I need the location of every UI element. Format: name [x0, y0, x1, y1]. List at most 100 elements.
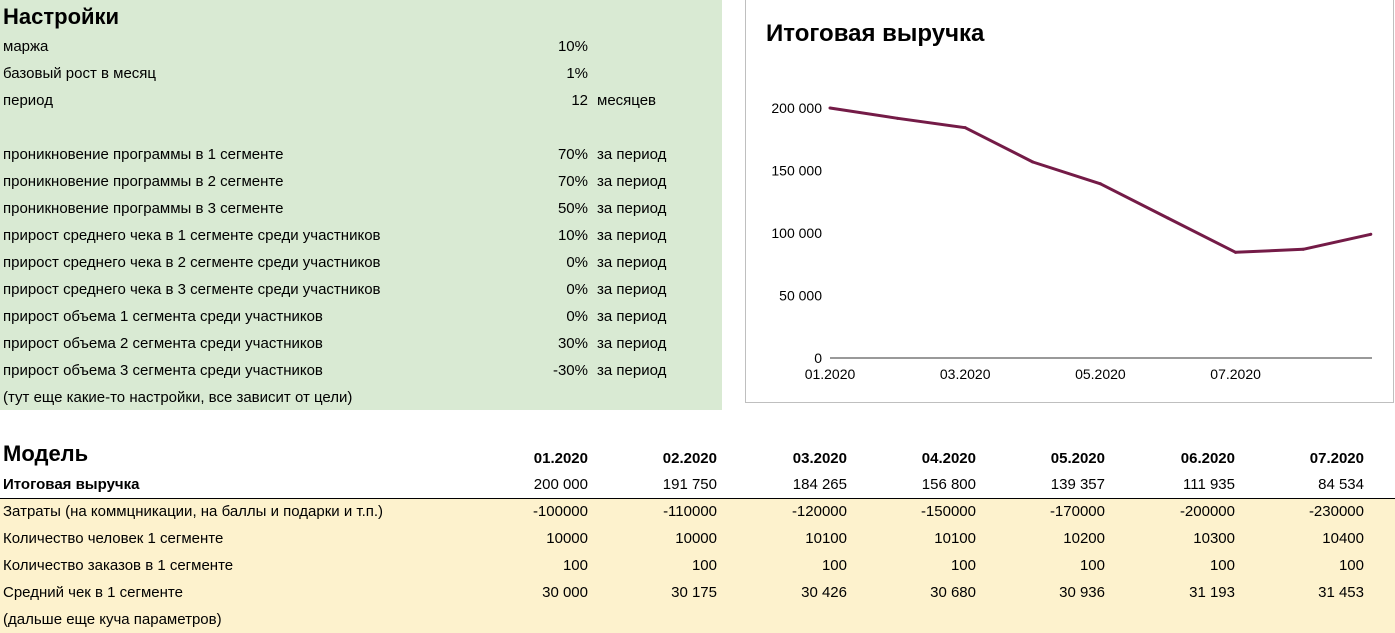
- model-cell[interactable]: 156 800: [921, 476, 976, 493]
- model-cell[interactable]: -150000: [920, 503, 976, 520]
- model-cell[interactable]: 10400: [1322, 530, 1364, 547]
- data-point[interactable]: [1166, 216, 1170, 220]
- model-row[interactable]: Количество заказов в 1 сегменте 100 100 100…: [0, 552, 1395, 579]
- data-point[interactable]: [896, 116, 900, 120]
- settings-row[interactable]: проникновение программы в 1 сегменте 70% з…: [0, 141, 722, 168]
- model-input-area: [0, 498, 1395, 633]
- settings-row[interactable]: прирост среднего чека в 1 сегменте среди…: [0, 222, 722, 249]
- settings-row-label: проникновение программы в 1 сегменте: [3, 146, 284, 163]
- data-point[interactable]: [1369, 232, 1373, 236]
- settings-row[interactable]: прирост объема 1 сегмента среди участник…: [0, 303, 722, 330]
- model-cell[interactable]: 30 936: [1059, 584, 1105, 601]
- model-month-header: 06.2020: [1180, 450, 1235, 467]
- model-cell[interactable]: 31 453: [1318, 584, 1364, 601]
- settings-row-value[interactable]: 0%: [566, 281, 588, 298]
- model-cell[interactable]: -230000: [1308, 503, 1364, 520]
- model-cell[interactable]: 139 357: [1050, 476, 1105, 493]
- data-point[interactable]: [1234, 250, 1238, 254]
- settings-row-value[interactable]: 0%: [566, 308, 588, 325]
- model-cell[interactable]: 100: [950, 557, 976, 574]
- model-cell[interactable]: 10200: [1063, 530, 1105, 547]
- settings-row[interactable]: период 12 месяцев: [0, 87, 722, 114]
- settings-row-label: базовый рост в месяц: [3, 65, 156, 82]
- model-cell[interactable]: 10100: [934, 530, 976, 547]
- model-cell[interactable]: 10300: [1193, 530, 1235, 547]
- settings-row[interactable]: проникновение программы в 3 сегменте 50% з…: [0, 195, 722, 222]
- model-cell[interactable]: 100: [1079, 557, 1105, 574]
- model-cell[interactable]: 30 426: [801, 584, 847, 601]
- model-cell[interactable]: 84 534: [1318, 476, 1364, 493]
- settings-row[interactable]: прирост объема 2 сегмента среди участник…: [0, 330, 722, 357]
- series-line[interactable]: [829, 106, 1372, 254]
- settings-panel: [0, 0, 722, 410]
- model-cell[interactable]: -170000: [1049, 503, 1105, 520]
- settings-row[interactable]: прирост объема 3 сегмента среди участник…: [0, 357, 722, 384]
- data-point[interactable]: [1301, 247, 1305, 251]
- data-point[interactable]: [963, 126, 967, 130]
- model-cell[interactable]: -120000: [791, 503, 847, 520]
- model-row-label: (дальше еще куча параметров): [3, 611, 222, 628]
- settings-row-value[interactable]: 50%: [557, 200, 588, 217]
- model-month-header: 02.2020: [662, 450, 717, 467]
- settings-row[interactable]: [0, 114, 722, 141]
- model-month-header: 05.2020: [1050, 450, 1105, 467]
- model-cell[interactable]: 100: [1338, 557, 1364, 574]
- settings-row-value[interactable]: 70%: [557, 146, 588, 163]
- model-cell[interactable]: -110000: [663, 503, 717, 520]
- x-tick-label: 03.2020: [940, 366, 991, 382]
- model-cell[interactable]: 100: [1209, 557, 1235, 574]
- settings-row-unit: за период: [597, 362, 667, 379]
- model-cell[interactable]: 30 175: [671, 584, 717, 601]
- settings-row[interactable]: проникновение программы в 2 сегменте 70% з…: [0, 168, 722, 195]
- model-cell[interactable]: 30 000: [542, 584, 588, 601]
- y-tick-label: 200 000: [771, 100, 822, 116]
- settings-row-value[interactable]: 1%: [566, 65, 588, 82]
- settings-row-value[interactable]: 0%: [566, 254, 588, 271]
- settings-row-value[interactable]: 30%: [557, 335, 588, 352]
- model-cell[interactable]: 100: [821, 557, 847, 574]
- data-point[interactable]: [1098, 182, 1102, 186]
- settings-row[interactable]: прирост среднего чека в 2 сегменте среди…: [0, 249, 722, 276]
- model-cell[interactable]: 100: [691, 557, 717, 574]
- data-point[interactable]: [1031, 160, 1035, 164]
- model-cell[interactable]: 111 935: [1183, 476, 1235, 493]
- model-cell[interactable]: 10000: [546, 530, 588, 547]
- settings-row[interactable]: базовый рост в месяц 1%: [0, 60, 722, 87]
- model-row-revenue[interactable]: Итоговая выручка 200 000 191 750 184 265 156…: [0, 471, 1395, 499]
- settings-row-label: прирост объема 1 сегмента среди участник…: [3, 308, 323, 325]
- model-cell[interactable]: 31 193: [1189, 584, 1235, 601]
- model-cell[interactable]: -200000: [1179, 503, 1235, 520]
- settings-row[interactable]: прирост среднего чека в 3 сегменте среди…: [0, 276, 722, 303]
- data-point[interactable]: [828, 106, 832, 110]
- model-row[interactable]: (дальше еще куча параметров): [0, 606, 1395, 633]
- model-cell[interactable]: 30 680: [930, 584, 976, 601]
- x-tick-label: 05.2020: [1075, 366, 1126, 382]
- settings-row-label: проникновение программы в 3 сегменте: [3, 200, 284, 217]
- settings-row-value[interactable]: 10%: [557, 38, 588, 55]
- settings-row[interactable]: маржа 10%: [0, 33, 722, 60]
- settings-row-label: прирост среднего чека в 3 сегменте среди…: [3, 281, 381, 298]
- model-month-header: 04.2020: [921, 450, 976, 467]
- model-cell[interactable]: 184 265: [792, 476, 847, 493]
- settings-row-value[interactable]: 70%: [557, 173, 588, 190]
- settings-row-unit: месяцев: [597, 92, 657, 109]
- model-cell[interactable]: -100000: [532, 503, 588, 520]
- revenue-chart[interactable]: Итоговая выручка 200 000 150 000 100 000 50…: [745, 0, 1394, 403]
- model-row[interactable]: Средний чек в 1 сегменте 30 000 30 175 30 4…: [0, 579, 1395, 606]
- model-cell[interactable]: 100: [562, 557, 588, 574]
- model-row[interactable]: Затраты (на коммцникации, на баллы и под…: [0, 498, 1395, 525]
- model-month-header: 03.2020: [792, 450, 847, 467]
- model-cell[interactable]: 10100: [805, 530, 847, 547]
- settings-row-label: маржа: [3, 38, 49, 55]
- settings-row-unit: за период: [597, 335, 667, 352]
- settings-row-label: период: [3, 92, 53, 109]
- settings-row-value[interactable]: 10%: [557, 227, 588, 244]
- model-cell[interactable]: 10000: [675, 530, 717, 547]
- model-row[interactable]: Количество человек 1 сегменте 10000 10000 1…: [0, 525, 1395, 552]
- model-cell[interactable]: 200 000: [533, 476, 588, 493]
- model-cell[interactable]: 191 750: [662, 476, 717, 493]
- settings-row[interactable]: (тут еще какие-то настройки, все зависит…: [0, 384, 722, 411]
- x-tick-label: 07.2020: [1210, 366, 1261, 382]
- settings-row-value[interactable]: 12: [571, 92, 588, 109]
- settings-row-value[interactable]: -30%: [552, 362, 588, 379]
